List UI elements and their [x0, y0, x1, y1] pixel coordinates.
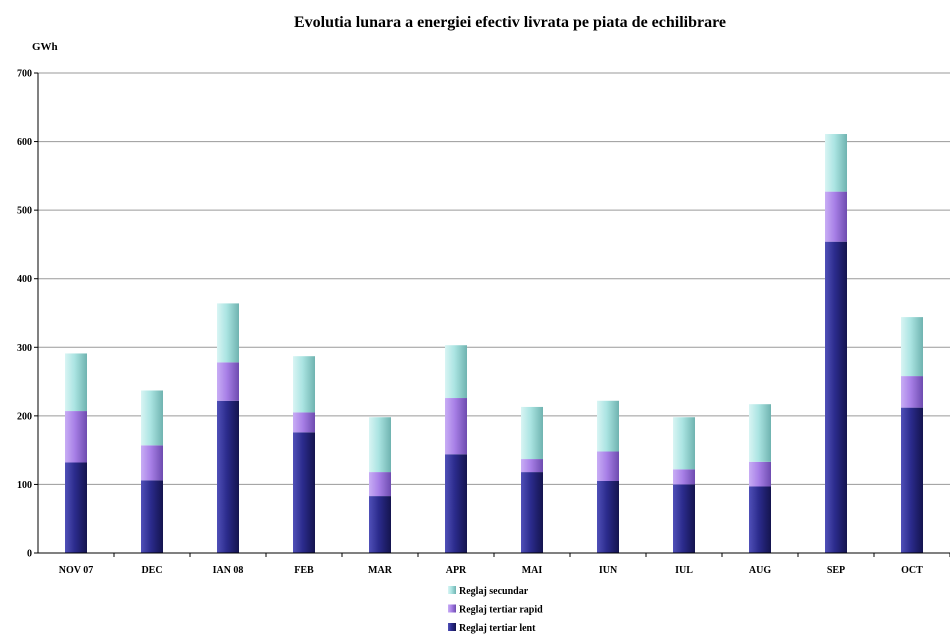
- bar-segment-reglaj-tertiar-lent: [293, 432, 315, 553]
- bar-segment-reglaj-secundar: [521, 406, 543, 460]
- y-tick-label: 700: [17, 69, 32, 80]
- bar-segment-reglaj-tertiar-lent: [673, 484, 695, 553]
- bar-segment-reglaj-tertiar-rapid: [445, 398, 467, 455]
- bar-segment-reglaj-secundar: [749, 404, 771, 462]
- legend-swatch: [448, 623, 456, 631]
- bar-segment-reglaj-tertiar-lent: [901, 407, 923, 553]
- bar-segment-reglaj-secundar: [445, 345, 467, 399]
- bar-segment-reglaj-secundar: [65, 353, 87, 412]
- legend-label: Reglaj secundar: [459, 586, 529, 597]
- x-tick-label: IUL: [675, 565, 693, 576]
- x-tick-label: APR: [446, 565, 467, 576]
- bar-segment-reglaj-secundar: [369, 417, 391, 473]
- y-tick-label: 300: [17, 343, 32, 354]
- y-tick-label: 400: [17, 274, 32, 285]
- x-tick-label: SEP: [827, 565, 845, 576]
- x-tick-label: MAR: [368, 565, 393, 576]
- bar-segment-reglaj-tertiar-lent: [369, 496, 391, 553]
- bar-segment-reglaj-tertiar-rapid: [217, 362, 239, 401]
- bar-segment-reglaj-tertiar-rapid: [369, 472, 391, 497]
- bar-segment-reglaj-secundar: [825, 134, 847, 192]
- bar-segment-reglaj-tertiar-lent: [217, 400, 239, 553]
- bar-segment-reglaj-secundar: [141, 390, 163, 446]
- x-tick-label: IAN 08: [213, 565, 244, 576]
- bar-segment-reglaj-tertiar-rapid: [825, 191, 847, 242]
- bar-segment-reglaj-tertiar-lent: [521, 472, 543, 553]
- y-tick-label: 0: [27, 549, 32, 560]
- legend-label: Reglaj tertiar lent: [459, 623, 536, 634]
- y-tick-label: 500: [17, 206, 32, 217]
- legend-swatch: [448, 604, 456, 613]
- bar-segment-reglaj-tertiar-lent: [445, 454, 467, 553]
- x-tick-label: NOV 07: [59, 565, 94, 576]
- bar-segment-reglaj-secundar: [293, 356, 315, 413]
- bar-segment-reglaj-tertiar-rapid: [141, 445, 163, 481]
- bar-segment-reglaj-tertiar-rapid: [749, 461, 771, 487]
- bars: [65, 134, 923, 553]
- y-axis-unit: GWh: [32, 41, 58, 53]
- bar-segment-reglaj-tertiar-lent: [597, 481, 619, 553]
- bar-segment-reglaj-tertiar-rapid: [65, 411, 87, 463]
- bar-segment-reglaj-tertiar-lent: [65, 462, 87, 553]
- grid-lines: [38, 72, 950, 485]
- x-tick-label: DEC: [141, 565, 162, 576]
- bar-segment-reglaj-tertiar-lent: [749, 486, 771, 553]
- y-tick-label: 600: [17, 137, 32, 148]
- bar-segment-reglaj-secundar: [673, 417, 695, 470]
- y-tick-label: 100: [17, 480, 32, 491]
- chart-title: Evolutia lunara a energiei efectiv livra…: [294, 14, 726, 31]
- bar-segment-reglaj-tertiar-rapid: [901, 376, 923, 408]
- legend: Reglaj secundar Reglaj tertiar rapid Regla…: [448, 586, 543, 634]
- x-tick-label: FEB: [294, 565, 314, 576]
- bar-segment-reglaj-tertiar-rapid: [521, 459, 543, 473]
- legend-label: Reglaj tertiar rapid: [459, 605, 543, 616]
- bar-segment-reglaj-secundar: [901, 317, 923, 377]
- x-tick-label: AUG: [749, 565, 771, 576]
- bar-segment-reglaj-secundar: [217, 303, 239, 363]
- x-tick-label: MAI: [522, 565, 543, 576]
- legend-swatch: [448, 586, 456, 594]
- bar-segment-reglaj-tertiar-rapid: [673, 469, 695, 485]
- bar-segment-reglaj-tertiar-rapid: [597, 451, 619, 481]
- x-tick-label: OCT: [901, 565, 923, 576]
- bar-segment-reglaj-tertiar-lent: [825, 241, 847, 553]
- x-tick-label: IUN: [599, 565, 618, 576]
- axes: 0 100 200 300 400 500 600 700 NOV 07 DEC IAN 08 FEB…: [17, 69, 950, 576]
- bar-segment-reglaj-tertiar-lent: [141, 480, 163, 553]
- bar-segment-reglaj-secundar: [597, 400, 619, 452]
- y-tick-label: 200: [17, 411, 32, 422]
- bar-segment-reglaj-tertiar-rapid: [293, 412, 315, 433]
